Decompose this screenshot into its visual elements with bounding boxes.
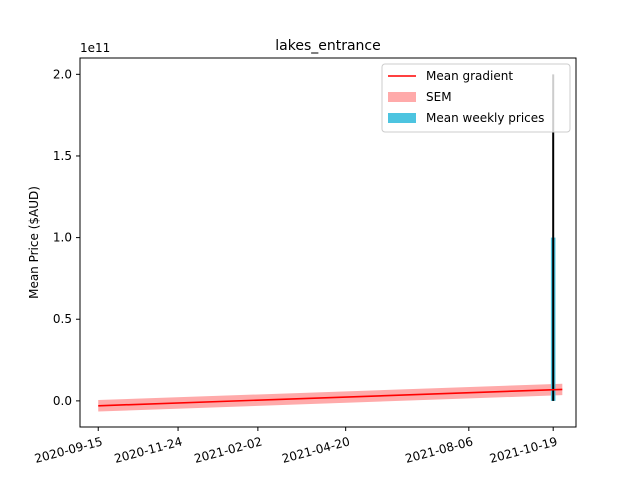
legend-label-mean-gradient: Mean gradient	[426, 69, 513, 83]
legend-swatch-sem	[388, 92, 416, 102]
legend-swatch-mean-weekly-prices	[388, 113, 416, 123]
y-axis-label: Mean Price ($AUD)	[27, 186, 41, 299]
series-line-mean-gradient	[98, 388, 563, 407]
legend-label-mean-weekly-prices: Mean weekly prices	[426, 111, 544, 125]
y-tick-label-0: 0.0	[53, 394, 72, 408]
y-tick-label-1: 0.5	[53, 312, 72, 326]
y-tick-label-4: 2.0	[53, 67, 72, 81]
axes-frame	[79, 57, 577, 428]
y-tick-label-2: 1.0	[53, 231, 72, 245]
legend-box	[381, 63, 571, 133]
chart-title: lakes_entrance	[275, 38, 380, 54]
legend: Mean gradient SEM Mean weekly prices	[381, 63, 571, 133]
legend-label-sem: SEM	[426, 90, 452, 104]
y-tick-label-3: 1.5	[53, 149, 72, 163]
y-axis-offset-label: 1e11	[80, 41, 110, 55]
